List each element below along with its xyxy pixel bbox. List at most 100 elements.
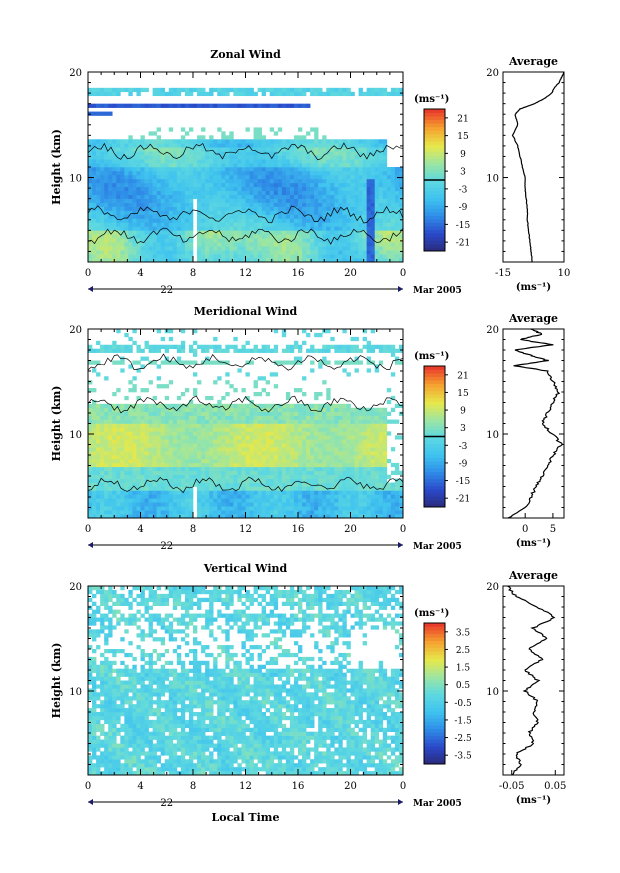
- heatmap-cell: [265, 478, 271, 483]
- heatmap-cell: [350, 222, 355, 227]
- heatmap-cell: [269, 159, 275, 164]
- heatmap-cell: [120, 234, 125, 239]
- heatmap-cell: [229, 455, 234, 460]
- heatmap-cell: [217, 170, 222, 176]
- heatmap-cell: [233, 411, 238, 416]
- heatmap-cell: [128, 482, 133, 487]
- heatmap-cell: [112, 506, 117, 511]
- heatmap-cell: [237, 222, 242, 227]
- heatmap-cell: [213, 170, 218, 176]
- heatmap-cell: [197, 218, 202, 223]
- heatmap-cell: [132, 470, 137, 475]
- heatmap-cell: [306, 178, 311, 184]
- heatmap-cell: [221, 159, 226, 164]
- heatmap-cell: [245, 348, 250, 353]
- heatmap-cell: [298, 258, 303, 263]
- heatmap-cell: [289, 91, 295, 97]
- heatmap-cell: [116, 103, 121, 108]
- heatmap-cell: [152, 466, 157, 472]
- heatmap-cell: [257, 242, 262, 247]
- heatmap-cell: [261, 478, 266, 483]
- heatmap-cell: [342, 254, 347, 259]
- heatmap-cell: [120, 427, 125, 432]
- heatmap-cell: [160, 174, 166, 180]
- heatmap-cell: [322, 443, 327, 448]
- heatmap-cell: [120, 210, 125, 215]
- heatmap-cell: [346, 91, 351, 97]
- heatmap-cell: [100, 182, 105, 188]
- heatmap-cell: [92, 368, 97, 373]
- heatmap-cell: [168, 151, 174, 156]
- heatmap-cell: [281, 415, 287, 420]
- heatmap-cell: [225, 151, 230, 156]
- heatmap-cell: [382, 87, 388, 93]
- heatmap-cell: [298, 254, 303, 259]
- heatmap-cell: [261, 415, 266, 420]
- heatmap-cell: [201, 186, 206, 192]
- heatmap-cell: [298, 127, 303, 132]
- heatmap-cell: [330, 226, 335, 231]
- heatmap-cell: [120, 498, 125, 503]
- heatmap-cell: [233, 139, 238, 144]
- heatmap-cell: [104, 376, 109, 381]
- heatmap-cell: [398, 222, 404, 227]
- heatmap-cell: [112, 348, 117, 353]
- heatmap-cell: [176, 222, 182, 227]
- heatmap-cell: [197, 206, 202, 211]
- heatmap-cell: [176, 246, 182, 251]
- heatmap-cell: [88, 344, 93, 349]
- heatmap-cell: [213, 186, 218, 192]
- heatmap-cell: [338, 234, 343, 239]
- heatmap-cell: [346, 159, 351, 164]
- heatmap-cell: [96, 194, 101, 199]
- heatmap-cell: [221, 91, 226, 97]
- heatmap-cell: [241, 242, 246, 247]
- heatmap-cell: [293, 206, 299, 211]
- heatmap-cell: [358, 167, 363, 172]
- heatmap-cell: [128, 230, 133, 235]
- heatmap-cell: [293, 443, 299, 448]
- colorbar-segment: [424, 226, 445, 231]
- heatmap-cell: [354, 159, 359, 164]
- heatmap-cell: [112, 214, 117, 219]
- heatmap-cell: [346, 190, 351, 196]
- heatmap-cell: [168, 403, 174, 409]
- heatmap-cell: [233, 190, 238, 196]
- heatmap-cell: [124, 494, 129, 499]
- heatmap-cell: [346, 462, 351, 468]
- heatmap-cell: [221, 242, 226, 247]
- heatmap-cell: [293, 447, 299, 452]
- heatmap-cell: [334, 230, 339, 235]
- heatmap-cell: [382, 170, 388, 176]
- heatmap-cell: [322, 246, 327, 251]
- heatmap-cell: [132, 490, 137, 495]
- heatmap-cell: [326, 174, 331, 180]
- heatmap-cell: [253, 380, 258, 385]
- heatmap-cell: [277, 455, 283, 460]
- heatmap-cell: [265, 103, 271, 108]
- heatmap-cell: [124, 506, 129, 511]
- heatmap-cell: [354, 202, 359, 207]
- heatmap-cell: [293, 514, 299, 519]
- heatmap-cell: [338, 87, 343, 93]
- heatmap-cell: [374, 147, 380, 152]
- heatmap-cell: [152, 238, 157, 243]
- heatmap-cell: [366, 222, 371, 227]
- heatmap-cell: [249, 514, 254, 519]
- heatmap-cell: [241, 458, 246, 464]
- heatmap-cell: [334, 447, 339, 452]
- heatmap-cell: [128, 198, 133, 203]
- heatmap-cell: [229, 478, 234, 483]
- heatmap-cell: [148, 155, 153, 160]
- heatmap-cell: [289, 455, 295, 460]
- heatmap-cell: [188, 344, 194, 349]
- heatmap-cell: [318, 234, 323, 239]
- heatmap-cell: [338, 443, 343, 448]
- heatmap-cell: [281, 190, 287, 196]
- heatmap-cell: [176, 415, 182, 420]
- heatmap-cell: [132, 411, 137, 416]
- heatmap-cell: [100, 470, 105, 475]
- heatmap-cell: [116, 206, 121, 211]
- heatmap-cell: [281, 198, 287, 203]
- heatmap-cell: [128, 254, 133, 259]
